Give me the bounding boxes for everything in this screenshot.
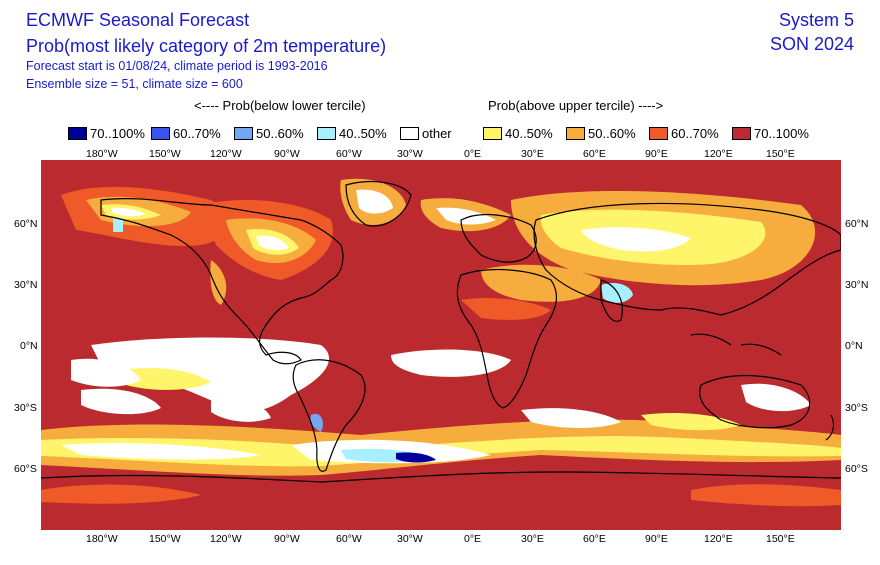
legend-label: 50..60% — [588, 126, 636, 141]
legend-swatch — [566, 127, 585, 140]
lon-label: 90°W — [274, 148, 300, 160]
lon-label: 30°W — [397, 533, 423, 545]
legend-label: 40..50% — [339, 126, 387, 141]
lon-label: 0°E — [464, 148, 482, 160]
legend-item: 50..60% — [566, 126, 636, 141]
legend-swatch — [234, 127, 253, 140]
lon-label: 120°W — [210, 533, 242, 545]
legend-swatch — [483, 127, 502, 140]
lat-label: 30°N — [845, 279, 869, 291]
lon-label: 120°W — [210, 148, 242, 160]
lon-label: 60°E — [583, 148, 606, 160]
legend-item: 40..50% — [317, 126, 387, 141]
legend-item: 60..70% — [649, 126, 719, 141]
legend-swatch — [732, 127, 751, 140]
system-label: System 5 — [778, 10, 854, 30]
lon-label: 150°W — [149, 148, 181, 160]
legend-swatch — [151, 127, 170, 140]
legend-below-label: <---- Prob(below lower tercile) — [194, 98, 366, 113]
legend-swatch — [68, 127, 87, 140]
page-title: ECMWF Seasonal Forecast — [26, 10, 250, 30]
lon-label: 90°E — [645, 148, 668, 160]
lat-label: 30°S — [845, 402, 868, 414]
lon-label: 180°W — [86, 533, 118, 545]
legend-label: 70..100% — [90, 126, 145, 141]
probability-field — [41, 178, 841, 507]
legend-label: 70..100% — [754, 126, 809, 141]
legend-item: 60..70% — [151, 126, 221, 141]
legend-label: 40..50% — [505, 126, 553, 141]
season-label: SON 2024 — [769, 34, 854, 54]
lat-label: 0°N — [20, 340, 38, 352]
lat-label: 60°N — [845, 218, 869, 230]
coastlines — [41, 180, 841, 483]
lon-label: 30°E — [521, 148, 544, 160]
legend-swatch — [400, 127, 419, 140]
lon-label: 120°E — [704, 533, 733, 545]
legend-item: 50..60% — [234, 126, 304, 141]
lat-label: 60°N — [14, 218, 38, 230]
forecast-map — [41, 160, 841, 530]
legend-swatch — [649, 127, 668, 140]
legend-item: 40..50% — [483, 126, 553, 141]
legend-swatch — [317, 127, 336, 140]
legend-label: 60..70% — [671, 126, 719, 141]
lon-label: 0°E — [464, 533, 482, 545]
lon-label: 30°E — [521, 533, 544, 545]
lat-label: 60°S — [14, 463, 37, 475]
lat-label: 30°N — [14, 279, 38, 291]
lon-label: 30°W — [397, 148, 423, 160]
legend-item: 70..100% — [732, 126, 809, 141]
forecast-info: Forecast start is 01/08/24, climate peri… — [26, 59, 328, 73]
legend-label: 60..70% — [173, 126, 221, 141]
lon-label: 90°E — [645, 533, 668, 545]
lon-label: 150°E — [766, 533, 795, 545]
ensemble-info: Ensemble size = 51, climate size = 600 — [26, 77, 243, 91]
lon-label: 150°E — [766, 148, 795, 160]
page-subtitle: Prob(most likely category of 2m temperat… — [26, 36, 387, 56]
lat-label: 60°S — [845, 463, 868, 475]
lon-label: 120°E — [704, 148, 733, 160]
legend-label: 50..60% — [256, 126, 304, 141]
lat-label: 30°S — [14, 402, 37, 414]
lon-label: 60°E — [583, 533, 606, 545]
lon-label: 90°W — [274, 533, 300, 545]
legend-above-label: Prob(above upper tercile) ----> — [488, 98, 664, 113]
lon-label: 180°W — [86, 148, 118, 160]
legend-item: 70..100% — [68, 126, 145, 141]
lat-label: 0°N — [845, 340, 863, 352]
legend-item: other — [400, 126, 452, 141]
lon-label: 150°W — [149, 533, 181, 545]
legend-label: other — [422, 126, 452, 141]
lon-label: 60°W — [336, 533, 362, 545]
lon-label: 60°W — [336, 148, 362, 160]
